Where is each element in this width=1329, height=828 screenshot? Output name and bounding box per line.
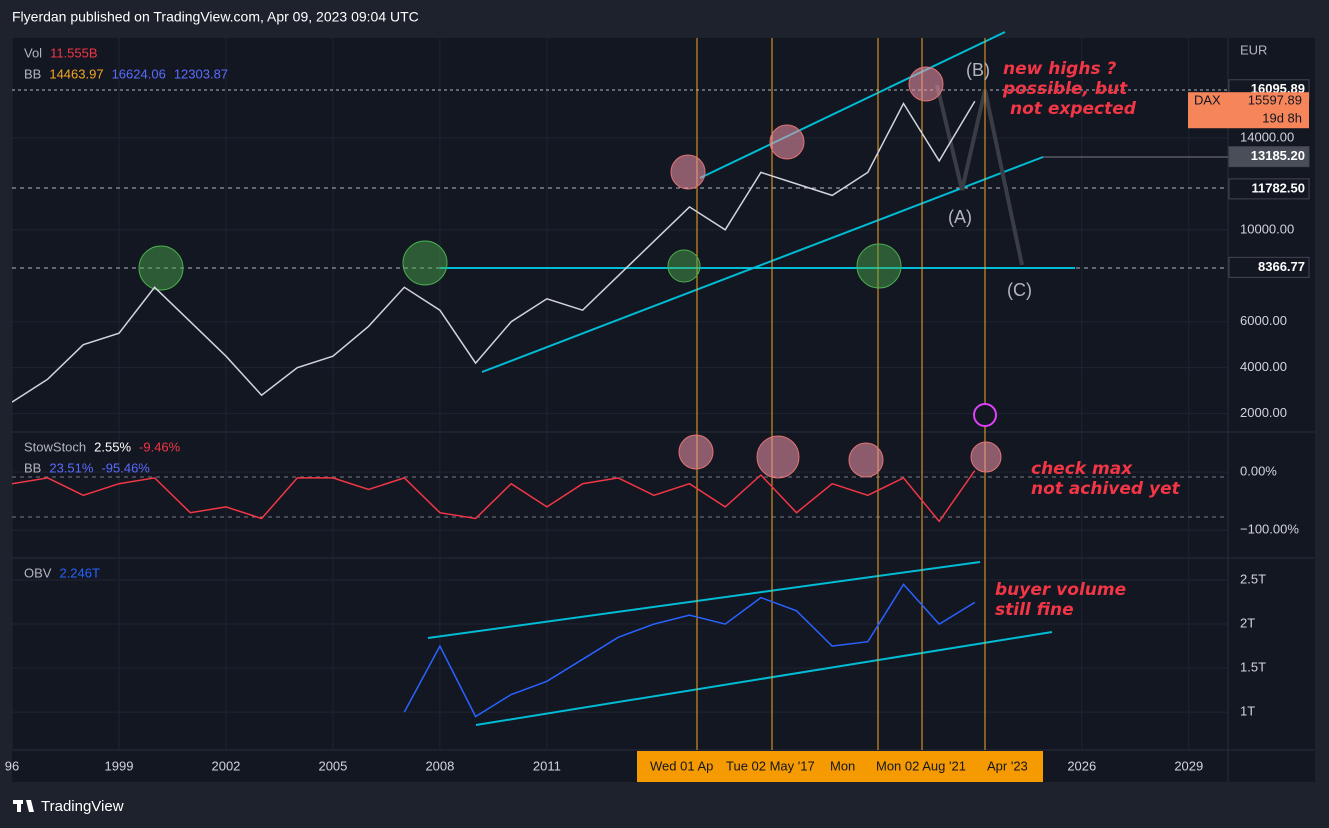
time-marker-label: Mon 02 Aug '21 — [876, 758, 966, 773]
x-tick-label: 2029 — [1174, 758, 1203, 773]
y-tick-label: 14000.00 — [1240, 129, 1294, 144]
time-marker-labels: Wed 01 Ap Tue 02 May '17 Mon Mon 02 Aug … — [650, 758, 1028, 773]
legend-item: 14463.97 — [49, 66, 103, 81]
time-marker-label: Tue 02 May '17 — [726, 758, 815, 773]
circle — [908, 66, 944, 102]
circle — [667, 249, 701, 283]
price-label: 11782.50 — [1251, 180, 1305, 195]
last-price-name: DAX — [1194, 93, 1221, 108]
legend-item: Vol — [24, 45, 42, 60]
annotation: not expected — [1010, 99, 1137, 119]
circle — [402, 240, 448, 286]
y-tick-label: 2.5T — [1240, 571, 1266, 586]
legend-item: OBV — [24, 565, 52, 580]
circle — [756, 435, 800, 479]
wave-label: (A) — [948, 207, 972, 227]
y-tick-label: 6000.00 — [1240, 313, 1287, 328]
event-icon — [973, 403, 997, 427]
last-price-box — [1188, 92, 1309, 129]
currency: EUR — [1240, 42, 1267, 57]
wave-label: (C) — [1007, 280, 1032, 300]
series-line — [403, 583, 976, 718]
time-marker-label: Mon — [830, 758, 855, 773]
x-tick-label: 2008 — [425, 758, 454, 773]
circle — [670, 154, 706, 190]
legend-item: 2.246T — [59, 565, 100, 580]
legend-item: -95.46% — [101, 460, 150, 475]
legend-item: 16624.06 — [112, 66, 166, 81]
grid — [11, 38, 1228, 750]
y-tick-label: 1T — [1240, 704, 1255, 719]
price-label-box — [1228, 256, 1310, 278]
circle — [848, 442, 884, 478]
x-tick-label: 2026 — [1067, 758, 1096, 773]
y-tick-label: 4000.00 — [1240, 359, 1287, 374]
footer: TradingView — [41, 798, 124, 815]
annotation: still fine — [995, 600, 1074, 620]
y-tick-label: 0.00% — [1240, 464, 1277, 479]
circle — [138, 245, 184, 291]
price-label: 13185.20 — [1251, 148, 1305, 163]
x-tick-label: 96 — [5, 758, 19, 773]
legend-item: 11.555B — [50, 45, 97, 60]
annotation: not achived yet — [1031, 479, 1181, 499]
x-tick-label: 2005 — [318, 758, 347, 773]
wave-label: (B) — [966, 60, 990, 80]
legend-item: StowStoch — [24, 439, 86, 454]
x-tick-label: 2002 — [211, 758, 240, 773]
legend-item: 23.51% — [49, 460, 94, 475]
series-line — [12, 470, 976, 523]
channel-high — [699, 31, 1006, 179]
legend-item: 12303.87 — [174, 66, 228, 81]
logo — [13, 800, 34, 812]
obv-channel — [475, 631, 1053, 726]
y-tick-label: 10000.00 — [1240, 221, 1294, 236]
time-marker-box — [637, 751, 1043, 782]
annotation: check max — [1031, 459, 1133, 479]
circle — [678, 434, 714, 470]
time-marker-label: Wed 01 Ap — [650, 758, 713, 773]
y-tick-label: −100.00% — [1240, 522, 1299, 537]
x-tick-label: 1999 — [105, 758, 134, 773]
channel-low — [481, 156, 1044, 373]
wave-path — [935, 84, 1024, 266]
price-label: 8366.77 — [1258, 259, 1305, 274]
circle — [769, 124, 805, 160]
y-tick-label: 1.5T — [1240, 660, 1266, 675]
legend-item: 2.55% — [94, 439, 131, 454]
legend-item: BB — [24, 460, 41, 475]
price-label-box — [1228, 146, 1310, 168]
annotation: buyer volume — [995, 580, 1126, 600]
drawings — [12, 31, 1228, 750]
last-price-label: 15597.89 — [1248, 93, 1302, 108]
price-label-box — [1228, 178, 1310, 200]
annotation: possible, but — [1002, 79, 1128, 99]
circle — [970, 441, 1002, 473]
series-line — [12, 100, 976, 403]
x-tick-label: 2011 — [533, 758, 561, 773]
y-tick-label: 2000.00 — [1240, 405, 1287, 420]
legend-item: BB — [24, 66, 41, 81]
chart-area — [12, 38, 1315, 782]
legend-item: -9.46% — [139, 439, 181, 454]
obv-channel — [427, 561, 981, 639]
header: Flyerdan published on TradingView.com, A… — [12, 9, 419, 25]
countdown: 19d 8h — [1262, 111, 1302, 126]
annotation: new highs ? — [1003, 59, 1116, 79]
circle — [856, 243, 902, 289]
time-marker-label: Apr '23 — [987, 758, 1028, 773]
y-tick-label: 2T — [1240, 615, 1255, 630]
